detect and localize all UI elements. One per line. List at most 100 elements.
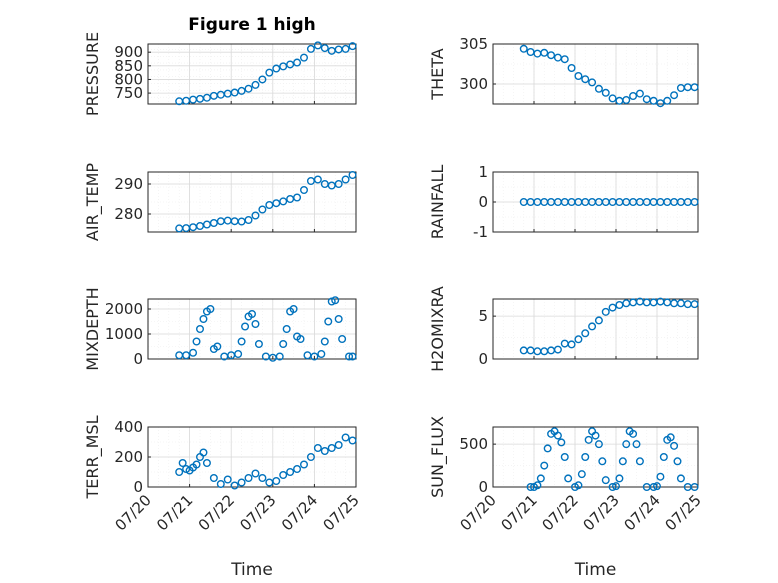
data-point	[279, 471, 288, 480]
y-axis-label: SUN_FLUX	[428, 416, 448, 498]
x-axis-label: Time	[574, 560, 617, 580]
data-point	[251, 80, 260, 89]
data-point	[234, 350, 243, 359]
data-point	[317, 350, 326, 359]
data-point	[334, 441, 343, 450]
axes-frame	[492, 298, 699, 360]
data-point	[656, 99, 665, 108]
data-point	[629, 91, 638, 100]
data-point	[244, 84, 253, 93]
x-tick-label: 07/21	[153, 491, 196, 534]
data-point	[536, 474, 545, 483]
data-point	[540, 48, 549, 57]
data-point	[594, 316, 603, 325]
data-point	[272, 199, 281, 208]
data-point	[258, 75, 267, 84]
axes-frame	[147, 43, 357, 105]
data-point	[244, 474, 253, 483]
data-point	[306, 44, 315, 53]
data-point	[574, 71, 583, 80]
subplot-theta: 300 305 THETA	[428, 35, 699, 108]
data-point	[540, 461, 549, 470]
data-point	[313, 175, 322, 184]
data-point	[313, 41, 322, 50]
data-point	[272, 64, 281, 73]
data-point	[690, 483, 699, 492]
data-point	[553, 345, 562, 354]
data-point	[341, 44, 350, 53]
data-point	[230, 481, 239, 490]
data-point	[327, 297, 336, 306]
data-point	[663, 96, 672, 105]
data-point	[581, 329, 590, 338]
data-point	[237, 337, 246, 346]
y-axis-label: THETA	[428, 48, 447, 100]
data-point	[676, 474, 685, 483]
data-point	[615, 474, 624, 483]
data-point	[341, 433, 350, 442]
y-tick-label: 0	[133, 478, 143, 496]
data-point	[594, 440, 603, 449]
data-point	[241, 322, 250, 331]
data-point	[331, 296, 340, 305]
y-tick-label: 0	[133, 350, 143, 368]
y-tick-label: 300	[459, 75, 488, 93]
data-point	[553, 431, 562, 440]
data-point	[690, 300, 699, 309]
data-point	[608, 94, 617, 103]
data-point	[622, 95, 631, 104]
data-point	[557, 438, 566, 447]
data-point	[195, 325, 204, 334]
data-point	[632, 440, 641, 449]
data-point	[202, 93, 211, 102]
data-point	[247, 310, 256, 319]
data-point	[584, 435, 593, 444]
y-tick-label: 900	[114, 43, 143, 61]
data-point	[577, 470, 586, 479]
data-point	[275, 352, 284, 361]
data-point	[254, 340, 263, 349]
data-point	[649, 96, 658, 105]
data-point	[192, 460, 201, 469]
data-point	[659, 453, 668, 462]
axes-frame	[492, 426, 699, 488]
data-point	[574, 481, 583, 490]
data-point	[209, 474, 218, 483]
data-point	[251, 469, 260, 478]
data-point	[670, 441, 679, 450]
data-point	[560, 55, 569, 64]
data-point	[348, 170, 357, 179]
data-point	[567, 340, 576, 349]
y-tick-label: 5	[478, 307, 488, 325]
x-tick-label: 07/23	[580, 491, 623, 534]
data-point	[279, 197, 288, 206]
data-point	[594, 84, 603, 93]
data-point	[338, 335, 347, 344]
y-axis-label: AIR_TEMP	[83, 163, 103, 241]
data-point	[237, 86, 246, 95]
subplot-air-temp: 280 290 AIR_TEMP	[83, 163, 357, 241]
subplot-sun-flux: 0 500 SUN_FLUX 07/2007/2107/2207/2307/2407/…	[428, 416, 705, 580]
data-point	[598, 457, 607, 466]
y-axis-label: TERR_MSL	[83, 415, 103, 499]
subplot-h2omixra: 0 5 H2OMIXRA	[428, 286, 699, 372]
y-tick-label: 1	[478, 163, 488, 181]
y-tick-label: 0	[478, 478, 488, 496]
data-point	[300, 53, 309, 62]
data-point	[296, 335, 305, 344]
y-tick-label: 0	[478, 350, 488, 368]
data-point	[213, 342, 222, 351]
x-tick-label: 07/24	[278, 491, 321, 534]
y-tick-label: 800	[114, 70, 143, 88]
data-point	[635, 89, 644, 98]
data-point	[608, 303, 617, 312]
data-point	[300, 460, 309, 469]
data-point	[286, 468, 295, 477]
data-point	[313, 444, 322, 453]
y-tick-label: -1	[473, 223, 488, 241]
figure-title: Figure 1 high	[188, 15, 316, 35]
data-point	[310, 352, 319, 361]
